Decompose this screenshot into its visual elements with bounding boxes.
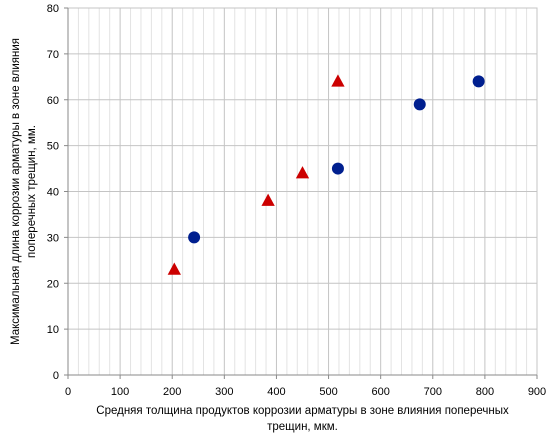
x-tick-label: 100 bbox=[111, 386, 129, 398]
tick-labels: 0 100 200 300 400 500 600 700 800 900 0 10 20 30 40 50 6… bbox=[47, 3, 546, 398]
x-tick-label: 500 bbox=[319, 386, 337, 398]
x-tick-label: 900 bbox=[528, 386, 546, 398]
y-axis-title: Максимальная длина коррозии арматуры в з… bbox=[10, 38, 22, 345]
x-tick-label: 200 bbox=[163, 386, 181, 398]
x-axis-title: Средняя толщина продуктов коррозии армат… bbox=[96, 405, 509, 417]
data-point-circle bbox=[472, 75, 485, 88]
data-point-triangle bbox=[261, 193, 275, 206]
x-tick-label: 300 bbox=[215, 386, 233, 398]
grid bbox=[67, 7, 538, 376]
data-point-triangle bbox=[295, 166, 310, 179]
y-tick-label: 30 bbox=[47, 232, 59, 244]
data-point-triangle bbox=[331, 74, 345, 87]
y-tick-label: 10 bbox=[47, 324, 59, 336]
x-tick-label: 700 bbox=[424, 386, 442, 398]
x-tick-label: 0 bbox=[65, 386, 71, 398]
y-tick-label: 50 bbox=[47, 141, 59, 153]
y-axis-title: поперечных трещин, мм. bbox=[26, 125, 38, 258]
axes bbox=[64, 7, 538, 379]
y-tick-label: 20 bbox=[47, 278, 59, 290]
x-tick-label: 800 bbox=[476, 386, 494, 398]
data-point-circle bbox=[413, 98, 426, 111]
x-axis-title: трещин, мкм. bbox=[267, 421, 338, 433]
y-tick-label: 40 bbox=[47, 187, 59, 199]
y-tick-label: 70 bbox=[47, 49, 59, 61]
y-tick-label: 0 bbox=[53, 370, 59, 382]
data-point-circle bbox=[331, 162, 344, 175]
data-points bbox=[167, 74, 485, 275]
y-tick-label: 80 bbox=[47, 3, 59, 15]
x-tick-label: 400 bbox=[267, 386, 285, 398]
data-point-circle bbox=[188, 231, 201, 244]
data-point-triangle bbox=[167, 262, 181, 275]
y-axis-title-group: Максимальная длина коррозии арматуры в з… bbox=[10, 38, 38, 345]
y-tick-label: 60 bbox=[47, 95, 59, 107]
x-tick-label: 600 bbox=[371, 386, 389, 398]
axis-titles: Средняя толщина продуктов коррозии армат… bbox=[10, 38, 509, 433]
